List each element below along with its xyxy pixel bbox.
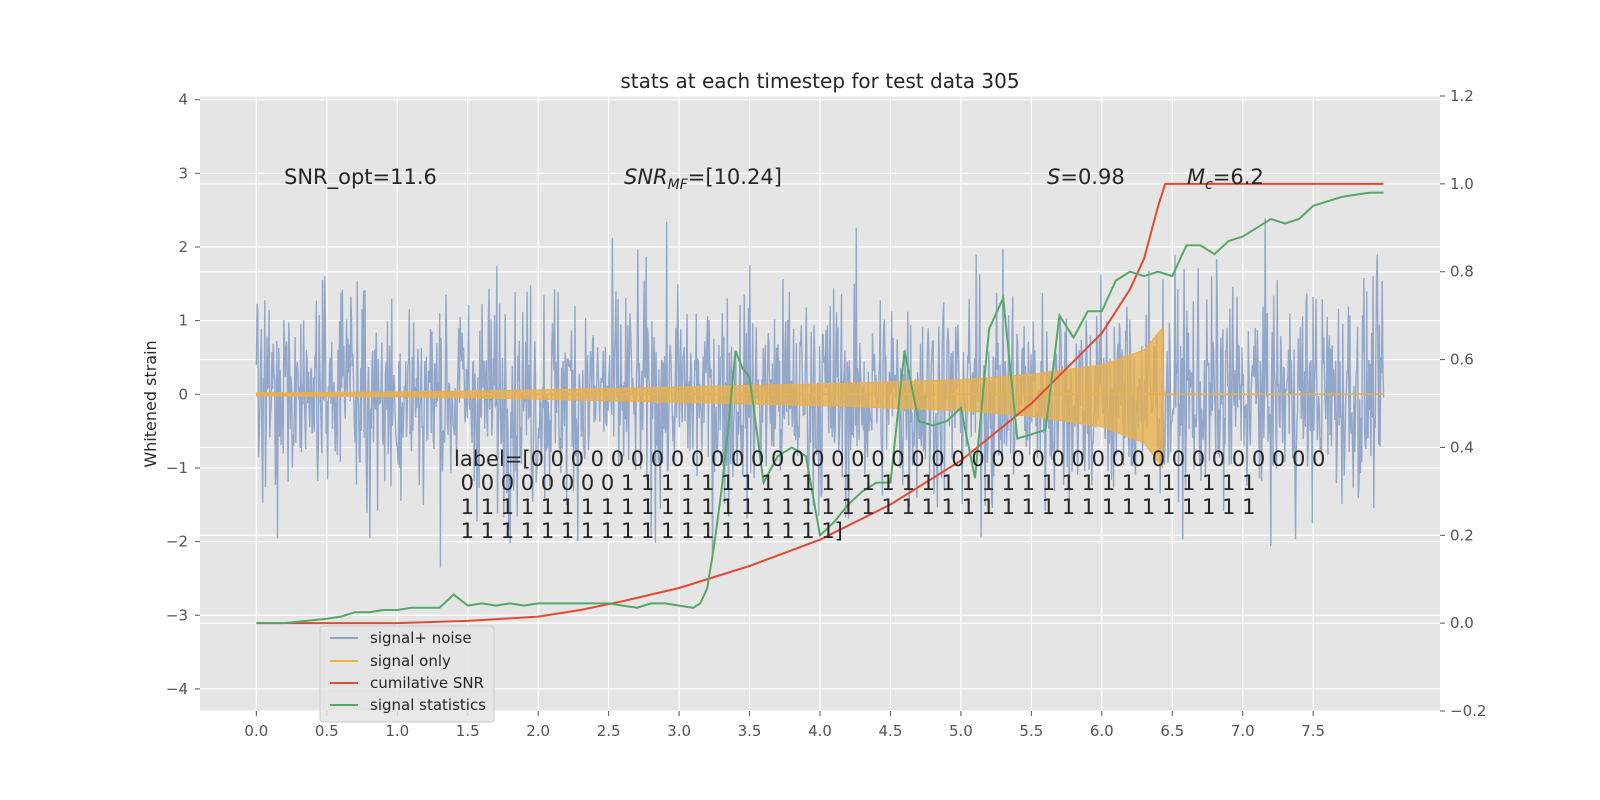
legend: signal+ noise signal only cumilative SNR… <box>319 625 495 723</box>
series-signal-noise <box>255 218 1385 568</box>
y2-tick-label: 1.2 <box>1450 87 1474 105</box>
legend-box <box>319 625 495 723</box>
x-tick-label: 4.0 <box>808 722 832 740</box>
x-axis-ticks: 0.0 0.5 1.0 1.5 2.0 2.5 3.0 3.5 4.0 4.5 5.0 5.5 6.0 6… <box>244 711 1325 740</box>
annotation-snr-mf: SNRMF=[10.24] <box>624 165 782 193</box>
y-tick-label: −1 <box>166 459 188 477</box>
x-tick-label: 7.5 <box>1301 722 1325 740</box>
y-tick-label: −2 <box>166 533 188 551</box>
y2-axis-ticks: 1.2 1.0 0.8 0.6 0.4 0.2 0.0 −0.2 <box>1440 87 1486 720</box>
y-tick-label: −4 <box>166 680 188 698</box>
y-tick-label: −3 <box>166 606 188 624</box>
y2-tick-label: 0.4 <box>1450 438 1474 456</box>
x-tick-label: 6.0 <box>1090 722 1114 740</box>
x-tick-label: 6.5 <box>1160 722 1184 740</box>
y2-tick-label: 0.8 <box>1450 263 1474 281</box>
annotation-snr-opt: SNR_opt=11.6 <box>284 165 437 190</box>
annotation-mc-sub: c <box>1205 177 1213 193</box>
annotation-s-name: S <box>1047 165 1060 189</box>
y-tick-label: 4 <box>178 91 188 109</box>
x-tick-label: 0.5 <box>315 722 339 740</box>
chart-title: stats at each timestep for test data 305 <box>620 69 1019 93</box>
annotation-snr-mf-name: SNR <box>624 165 668 189</box>
x-tick-label: 4.5 <box>879 722 903 740</box>
x-tick-label: 3.5 <box>738 722 762 740</box>
label-line-4: 1 1 1 1 1 1 1 1 1 1 1 1 1 1 1 1 1 1 1] <box>454 519 843 543</box>
y2-tick-label: −0.2 <box>1450 702 1486 720</box>
legend-label-signal-statistics: signal statistics <box>370 696 486 714</box>
y-axis-ticks: 4 3 2 1 0 −1 −2 −3 −4 <box>166 91 200 698</box>
series-signal-statistics <box>256 191 1384 625</box>
x-tick-label: 2.0 <box>526 722 550 740</box>
x-tick-label: 7.0 <box>1231 722 1255 740</box>
label-line-1: label=[0 0 0 0 0 0 0 0 0 0 0 0 0 0 0 0 0… <box>454 447 1325 471</box>
x-tick-label: 5.5 <box>1019 722 1043 740</box>
annotation-snr-mf-value: =[10.24] <box>688 165 782 189</box>
y2-tick-label: 0.2 <box>1450 526 1474 544</box>
y2-tick-label: 1.0 <box>1450 175 1474 193</box>
y-tick-label: 2 <box>178 238 188 256</box>
signal-statistics-line <box>256 191 1384 625</box>
series-cumilative-snr <box>256 182 1384 625</box>
y2-tick-label: 0.6 <box>1450 351 1474 369</box>
legend-label-signal-noise: signal+ noise <box>370 629 472 647</box>
series-signal-only <box>255 326 1384 469</box>
x-tick-label: 1.5 <box>456 722 480 740</box>
y2-tick-label: 0.0 <box>1450 614 1474 632</box>
signal-noise-line <box>255 218 1385 568</box>
annotation-s-value: =0.98 <box>1060 165 1124 189</box>
annotation-mc-value: =6.2 <box>1213 165 1264 189</box>
x-tick-label: 5.0 <box>949 722 973 740</box>
label-line-3: 1 1 1 1 1 1 1 1 1 1 1 1 1 1 1 1 1 1 1 1 … <box>454 495 1255 519</box>
annotation-mc-name: M <box>1187 165 1205 189</box>
annotation-mc: Mc=6.2 <box>1187 165 1264 193</box>
y-tick-label: 1 <box>178 312 188 330</box>
y-tick-label: 3 <box>178 164 188 182</box>
y-tick-label: 0 <box>178 385 188 403</box>
legend-label-cumilative-snr: cumilative SNR <box>370 674 484 692</box>
annotation-s: S=0.98 <box>1047 165 1125 189</box>
x-tick-label: 1.0 <box>385 722 409 740</box>
label-line-2: 0 0 0 0 0 0 0 0 1 1 1 1 1 1 1 1 1 1 1 1 … <box>454 471 1255 495</box>
cumilative-snr-line <box>256 182 1384 625</box>
x-tick-label: 2.5 <box>597 722 621 740</box>
legend-label-signal-only: signal only <box>370 652 451 670</box>
y-axis-label: Whitened strain <box>141 340 160 467</box>
annotation-snr-mf-sub: MF <box>668 177 689 193</box>
x-tick-label: 3.0 <box>667 722 691 740</box>
x-tick-label: 0.0 <box>244 722 268 740</box>
